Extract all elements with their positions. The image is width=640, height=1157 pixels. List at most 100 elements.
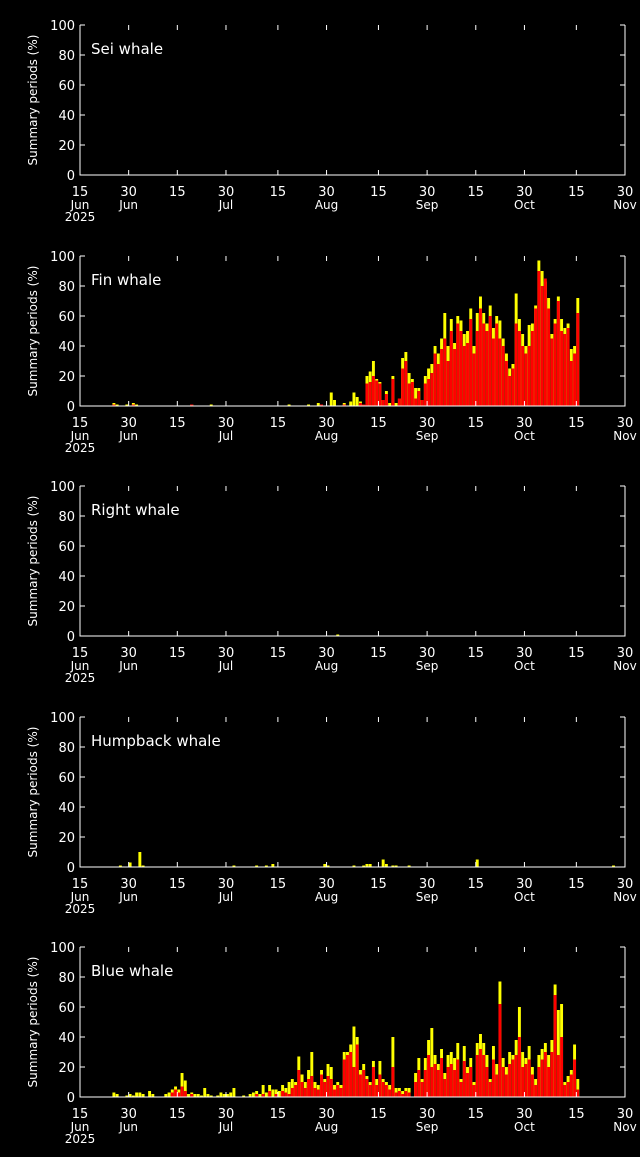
- red-bar: [268, 1091, 272, 1097]
- x-month-label: Jun: [70, 198, 90, 212]
- yellow-bar: [556, 1010, 560, 1097]
- x-tick-label: 30: [617, 416, 634, 431]
- red-bar: [261, 1094, 265, 1097]
- red-bar: [466, 343, 469, 406]
- x-month-label: Sep: [416, 198, 439, 212]
- x-month-label: Aug: [315, 429, 338, 443]
- x-month-label: Jul: [218, 1120, 233, 1134]
- x-tick-label: 30: [218, 185, 235, 200]
- x-tick-label: 30: [419, 646, 436, 661]
- yellow-bar: [118, 865, 122, 867]
- red-bar: [430, 1067, 434, 1097]
- x-month-label: Aug: [315, 198, 338, 212]
- y-tick-label: 0: [67, 1091, 75, 1106]
- yellow-bar: [138, 852, 142, 867]
- red-bar: [177, 1092, 181, 1097]
- red-bar: [310, 1076, 314, 1097]
- x-month-label: Sep: [416, 1120, 439, 1134]
- yellow-bar: [274, 1089, 278, 1097]
- red-bar: [488, 1082, 492, 1097]
- yellow-bar: [271, 1089, 275, 1097]
- red-bar: [420, 400, 424, 406]
- red-bar: [466, 1073, 469, 1097]
- x-tick-label: 15: [370, 877, 387, 892]
- x-tick-label: 30: [120, 416, 137, 431]
- red-bar: [573, 353, 577, 406]
- x-tick-label: 15: [72, 1107, 89, 1122]
- x-tick-label: 15: [468, 646, 485, 661]
- red-bar: [514, 1055, 518, 1097]
- red-bar: [488, 316, 492, 406]
- yellow-bar: [287, 1082, 291, 1097]
- yellow-bar: [216, 1095, 220, 1097]
- x-month-label: Jun: [118, 1120, 138, 1134]
- red-bar: [287, 1094, 291, 1097]
- red-bar: [560, 331, 564, 406]
- red-bar: [556, 1055, 560, 1097]
- x-tick-label: 30: [617, 1107, 634, 1122]
- red-bar: [521, 346, 525, 406]
- y-tick-label: 80: [58, 510, 75, 525]
- x-tick-label: 15: [270, 416, 287, 431]
- red-bar: [423, 1070, 427, 1097]
- axis-frame: [79, 256, 626, 407]
- red-bar: [456, 1059, 460, 1097]
- x-year-label: 2025: [65, 1132, 96, 1146]
- yellow-bar: [407, 865, 411, 867]
- yellow-bar: [128, 862, 132, 867]
- red-bar: [508, 1064, 512, 1097]
- yellow-bar: [141, 865, 145, 867]
- yellow-bar: [229, 1092, 233, 1097]
- yellow-bar: [365, 864, 369, 867]
- y-axis-label: Summary periods (%): [26, 266, 40, 397]
- x-month-label: Jul: [218, 659, 233, 673]
- x-month-label: Nov: [613, 198, 636, 212]
- x-tick-label: 30: [120, 185, 137, 200]
- x-tick-label: 30: [617, 877, 634, 892]
- red-bar: [290, 1088, 294, 1097]
- yellow-bar: [167, 1092, 171, 1097]
- x-tick-label: 15: [568, 646, 585, 661]
- red-bar: [459, 1082, 463, 1097]
- x-tick-label: 30: [419, 185, 436, 200]
- yellow-bar: [180, 1073, 184, 1097]
- red-bar: [368, 1085, 372, 1097]
- red-bar: [371, 376, 375, 406]
- x-tick-label: 30: [318, 185, 335, 200]
- yellow-bar: [148, 1091, 152, 1097]
- red-bar: [446, 1067, 450, 1097]
- red-bar: [381, 1082, 385, 1097]
- y-axis-label: Summary periods (%): [26, 35, 40, 166]
- x-tick-label: 30: [218, 877, 235, 892]
- red-bar: [547, 1067, 551, 1097]
- panel-title: Humpback whale: [91, 732, 221, 750]
- x-year-label: 2025: [65, 671, 96, 685]
- y-axis-label: Summary periods (%): [26, 957, 40, 1088]
- red-bar: [174, 1089, 177, 1097]
- yellow-bar: [164, 1094, 168, 1097]
- x-month-label: Nov: [613, 1120, 636, 1134]
- chart-panel-4: 0 20 40 60 80 100 Summary periods (%) Blue whal…: [26, 941, 637, 1146]
- red-bar: [475, 1055, 479, 1097]
- yellow-bar: [333, 400, 336, 406]
- red-bar: [112, 404, 116, 406]
- red-bar: [378, 383, 382, 406]
- red-bar: [274, 1094, 278, 1097]
- x-tick-label: 15: [370, 1107, 387, 1122]
- red-bar: [358, 1074, 362, 1097]
- red-bar: [469, 1067, 473, 1097]
- red-bar: [391, 1067, 395, 1097]
- yellow-bar: [200, 1095, 203, 1097]
- red-bar: [550, 1052, 554, 1097]
- red-bar: [329, 1079, 333, 1097]
- x-tick-label: 15: [169, 185, 186, 200]
- x-tick-label: 15: [270, 646, 287, 661]
- y-tick-label: 20: [58, 1061, 75, 1076]
- x-tick-label: 15: [568, 416, 585, 431]
- x-tick-label: 30: [218, 1107, 235, 1122]
- red-bar: [342, 404, 346, 406]
- red-bar: [323, 1082, 327, 1097]
- x-month-label: Nov: [613, 659, 636, 673]
- x-tick-label: 15: [370, 416, 387, 431]
- red-bar: [443, 1079, 447, 1097]
